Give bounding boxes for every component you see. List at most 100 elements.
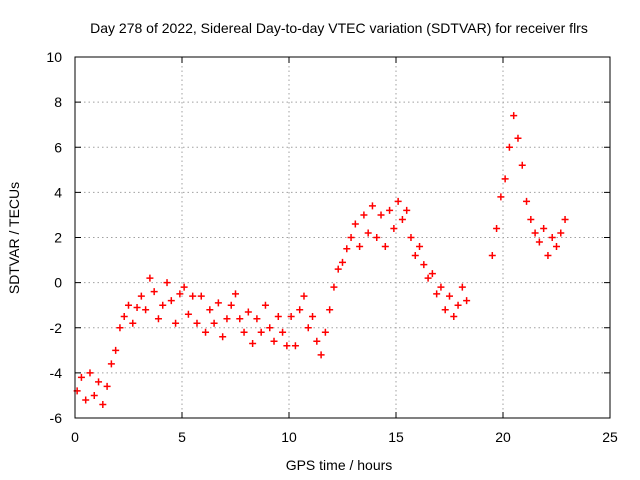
data-point	[321, 328, 329, 336]
x-tick-label: 0	[71, 429, 79, 445]
data-point	[527, 215, 535, 223]
data-point	[154, 315, 162, 323]
data-point	[458, 283, 466, 291]
data-point	[240, 328, 248, 336]
data-point	[214, 299, 222, 307]
grid-lines	[75, 57, 610, 418]
data-point	[488, 252, 496, 260]
data-point	[261, 301, 269, 309]
data-point	[90, 391, 98, 399]
data-point	[232, 290, 239, 298]
data-point	[531, 229, 539, 237]
data-point	[163, 279, 171, 287]
data-point	[523, 197, 531, 205]
data-point	[142, 306, 150, 314]
data-point	[82, 396, 90, 404]
data-point	[150, 288, 158, 296]
data-point	[206, 306, 214, 314]
data-point	[394, 197, 402, 205]
data-point	[360, 211, 368, 219]
data-point	[180, 283, 188, 291]
data-point	[326, 306, 334, 314]
x-tick-labels: 0 5 10 15 20 25	[71, 429, 618, 445]
data-point	[146, 274, 154, 282]
data-point	[167, 297, 175, 305]
y-tick-label: 0	[54, 275, 62, 291]
data-point	[416, 243, 424, 251]
data-point	[557, 229, 565, 237]
y-tick-label: 8	[54, 94, 62, 110]
data-point	[223, 315, 231, 323]
data-point	[172, 319, 180, 327]
data-point	[279, 328, 287, 336]
data-point	[120, 312, 128, 320]
data-point	[86, 369, 94, 377]
data-point	[347, 234, 355, 241]
data-point	[535, 238, 543, 246]
data-point	[514, 134, 522, 142]
data-point	[561, 215, 569, 223]
data-point	[441, 306, 449, 314]
data-points	[73, 112, 569, 408]
data-point	[424, 274, 432, 282]
data-point	[493, 224, 501, 232]
data-point	[287, 312, 295, 320]
data-point	[351, 220, 359, 228]
data-point	[227, 301, 235, 309]
data-point	[381, 243, 389, 251]
y-tick-label: -4	[50, 365, 63, 381]
data-point	[339, 258, 346, 266]
data-point	[398, 215, 406, 223]
data-point	[107, 360, 115, 368]
data-point	[407, 234, 415, 241]
data-point	[330, 283, 338, 291]
data-point	[300, 292, 308, 300]
data-point	[249, 340, 257, 348]
x-axis-label: GPS time / hours	[286, 457, 393, 473]
data-point	[356, 243, 364, 251]
data-point	[176, 290, 184, 298]
data-point	[309, 312, 317, 320]
data-point	[283, 342, 291, 350]
data-point	[540, 224, 548, 232]
data-point	[197, 292, 205, 300]
data-point	[184, 310, 192, 318]
data-point	[446, 292, 453, 300]
data-point	[270, 337, 278, 345]
data-point	[386, 206, 394, 214]
y-axis-label: SDTVAR / TECUs	[6, 182, 22, 294]
data-point	[257, 328, 265, 336]
data-point	[244, 308, 252, 316]
data-point	[420, 261, 428, 269]
data-point	[373, 234, 381, 241]
data-point	[518, 161, 526, 169]
x-tick-label: 5	[178, 429, 186, 445]
data-point	[343, 245, 351, 253]
data-point	[236, 315, 244, 323]
data-point	[125, 301, 132, 309]
data-point	[403, 206, 411, 214]
data-point	[296, 306, 304, 314]
data-point	[368, 202, 376, 210]
data-point	[548, 234, 556, 241]
x-tick-label: 20	[495, 429, 511, 445]
data-point	[129, 319, 137, 327]
y-tick-label: -2	[50, 320, 63, 336]
data-point	[497, 193, 505, 201]
data-point	[553, 243, 560, 251]
data-point	[428, 270, 436, 278]
x-tick-label: 10	[281, 429, 297, 445]
y-tick-label: 4	[54, 184, 62, 200]
data-point	[77, 373, 85, 381]
data-point	[137, 292, 145, 300]
data-point	[505, 143, 513, 151]
data-point	[463, 297, 471, 305]
data-point	[510, 112, 518, 120]
axis-ticks	[74, 56, 611, 419]
data-point	[159, 301, 167, 309]
data-point	[313, 337, 321, 345]
x-tick-label: 25	[602, 429, 618, 445]
y-tick-label: -6	[50, 410, 63, 426]
data-point	[304, 324, 312, 332]
